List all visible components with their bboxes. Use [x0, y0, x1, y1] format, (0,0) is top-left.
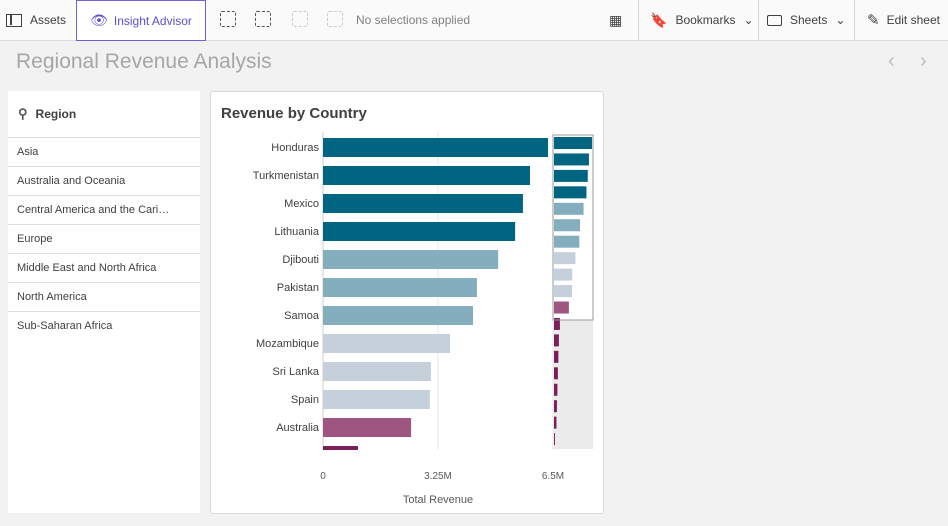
- bar[interactable]: [323, 166, 530, 185]
- insight-advisor-label: Insight Advisor: [113, 13, 192, 28]
- y-tick-label: Australia: [276, 422, 320, 434]
- filter-item[interactable]: North America: [8, 282, 200, 311]
- insight-advisor-button[interactable]: 👁 Insight Advisor: [76, 0, 206, 41]
- minimap-bar: [554, 252, 576, 265]
- y-tick-label: Mexico: [284, 198, 319, 210]
- y-tick-label: Samoa: [284, 310, 320, 322]
- y-tick-label: Mozambique: [256, 338, 319, 350]
- pencil-icon: ✎: [867, 12, 880, 29]
- toolbar: Assets 👁 Insight Advisor No selections a…: [0, 0, 948, 41]
- filter-item[interactable]: Middle East and North Africa: [8, 253, 200, 282]
- bookmarks-label: Bookmarks: [675, 13, 736, 27]
- filter-list: Asia Australia and Oceania Central America…: [8, 137, 200, 340]
- bar[interactable]: [323, 418, 412, 437]
- step-forward-icon[interactable]: [292, 11, 308, 27]
- assets-label: Assets: [30, 13, 67, 27]
- y-tick-label: Turkmenistan: [253, 170, 319, 182]
- filter-item[interactable]: Europe: [8, 224, 200, 253]
- scrollbar-thumb[interactable]: [552, 134, 594, 321]
- sheets-button[interactable]: Sheets ⌄: [767, 0, 845, 40]
- bar[interactable]: [323, 222, 516, 241]
- filter-title: Region: [35, 107, 77, 121]
- minimap-bar: [554, 433, 555, 446]
- y-tick-label: Sri Lanka: [273, 366, 320, 378]
- clear-selections-icon[interactable]: [327, 11, 343, 27]
- bar[interactable]: [323, 390, 430, 409]
- bar[interactable]: [323, 250, 499, 269]
- minimap-bar: [554, 202, 584, 215]
- bar[interactable]: [323, 362, 431, 381]
- filter-header[interactable]: ⚲ Region: [8, 91, 200, 137]
- x-tick-label: 0: [320, 471, 326, 482]
- minimap-bar: [554, 317, 560, 330]
- revenue-chart-panel: Revenue by Country 0 3.25M 6.5M Total Reven…: [210, 91, 604, 514]
- chevron-down-icon: ⌄: [743, 13, 754, 27]
- bookmarks-button[interactable]: 🔖 Bookmarks ⌄: [650, 0, 754, 40]
- next-sheet-icon[interactable]: ›: [920, 50, 927, 72]
- bar[interactable]: [323, 138, 549, 157]
- bar[interactable]: [323, 334, 451, 353]
- minimap-bar: [554, 235, 580, 248]
- minimap-bar: [554, 400, 557, 413]
- y-tick-label: Honduras: [271, 142, 319, 154]
- scrollbar-track: [553, 320, 593, 449]
- smart-search-icon[interactable]: [220, 11, 236, 27]
- minimap-bar: [554, 186, 587, 199]
- bar[interactable]: [323, 446, 359, 450]
- minimap-bar: [554, 367, 558, 380]
- chart-title: Revenue by Country: [221, 105, 367, 122]
- grid-icon[interactable]: ▦: [609, 11, 623, 28]
- y-tick-label: Djibouti: [282, 254, 319, 266]
- region-filter: ⚲ Region Asia Australia and Oceania Centra…: [8, 91, 200, 513]
- y-tick-label: Lithuania: [274, 226, 320, 238]
- filter-item[interactable]: Central America and the Cari…: [8, 195, 200, 224]
- edit-sheet-button[interactable]: ✎ Edit sheet: [867, 0, 940, 40]
- chevron-down-icon: ⌄: [835, 13, 846, 27]
- bar-chart: 0 3.25M 6.5M Total Revenue Honduras Turkmenis…: [253, 132, 594, 506]
- filter-item[interactable]: Sub-Saharan Africa: [8, 311, 200, 340]
- sheets-label: Sheets: [790, 13, 828, 27]
- minimap-bar: [554, 334, 559, 347]
- minimap-bar: [554, 383, 558, 396]
- minimap-bar: [554, 137, 592, 149]
- search-icon: ⚲: [18, 106, 28, 121]
- step-back-icon[interactable]: [255, 11, 271, 27]
- minimap-bar: [554, 153, 589, 166]
- minimap-bar: [554, 169, 588, 182]
- minimap-bar: [554, 268, 573, 281]
- assets-button[interactable]: Assets: [6, 0, 66, 40]
- filter-item[interactable]: Asia: [8, 137, 200, 166]
- selections-status: No selections applied: [356, 13, 471, 27]
- edit-sheet-label: Edit sheet: [886, 13, 940, 27]
- sheet-icon: [767, 14, 782, 26]
- x-tick-label: 6.5M: [542, 471, 564, 482]
- sheet-title: Regional Revenue Analysis: [16, 50, 272, 73]
- panel-icon: [6, 13, 22, 27]
- minimap-bar: [554, 285, 573, 298]
- bar[interactable]: [323, 306, 474, 325]
- bookmark-icon: 🔖: [650, 11, 668, 28]
- previous-sheet-icon[interactable]: ‹: [888, 50, 895, 72]
- bar[interactable]: [323, 194, 523, 213]
- x-axis-label: Total Revenue: [403, 494, 473, 506]
- minimap-bar: [554, 301, 569, 314]
- minimap-bar: [554, 219, 580, 232]
- x-tick-label: 3.25M: [424, 471, 452, 482]
- minimap-bar: [554, 416, 557, 429]
- minimap-bar: [554, 350, 559, 363]
- bar[interactable]: [323, 278, 477, 297]
- y-tick-label: Pakistan: [277, 282, 319, 294]
- filter-item[interactable]: Australia and Oceania: [8, 166, 200, 195]
- lightbulb-eye-icon: 👁: [90, 12, 108, 28]
- y-tick-label: Spain: [291, 394, 319, 406]
